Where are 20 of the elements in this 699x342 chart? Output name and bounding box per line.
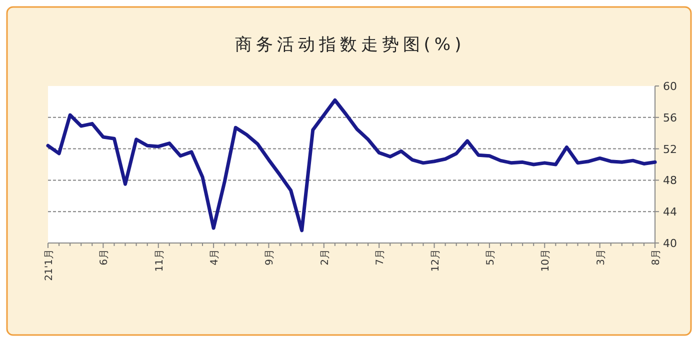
line-series — [46, 98, 657, 232]
y-tick-label: 44 — [663, 206, 677, 219]
y-tick-label: 52 — [663, 142, 677, 156]
x-tick-label: 8月 — [651, 249, 662, 266]
x-tick-label: 4月 — [210, 249, 221, 266]
y-tick-label: 48 — [663, 174, 677, 188]
x-tick-label: 21'1月 — [44, 249, 55, 281]
x-tick-label: 11月 — [154, 249, 166, 272]
y-tick-label: 60 — [663, 80, 677, 93]
x-tick-label: 7月 — [375, 249, 386, 266]
x-tick-label: 12月 — [430, 249, 442, 272]
x-tick-label: 3月 — [596, 249, 607, 266]
x-tick-label: 2月 — [320, 249, 331, 266]
x-tick-label: 9月 — [264, 249, 276, 266]
x-tick-label: 6月 — [99, 249, 110, 266]
x-tick-label: 5月 — [485, 249, 496, 266]
x-tick-label: 10月 — [540, 249, 552, 272]
y-tick-label: 56 — [663, 111, 677, 124]
chart-title: 商务活动指数走势图(%) — [234, 35, 466, 55]
y-tick-label: 40 — [663, 237, 677, 250]
